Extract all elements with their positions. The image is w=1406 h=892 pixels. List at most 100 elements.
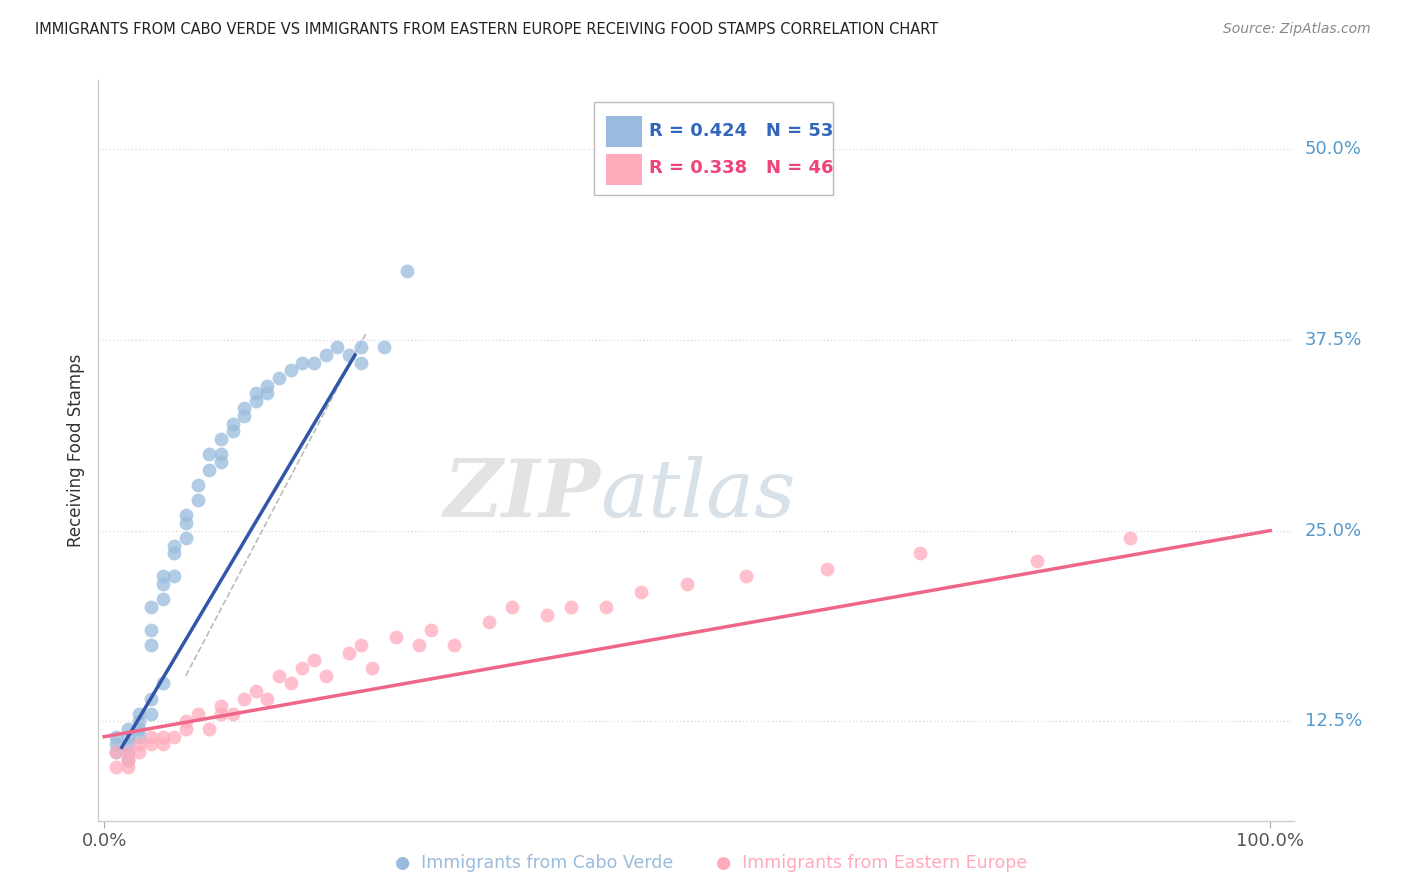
Point	[128, 714, 150, 729]
Point	[233, 401, 256, 416]
Point	[536, 607, 558, 622]
Point	[350, 638, 373, 652]
Text: 25.0%: 25.0%	[1305, 522, 1362, 540]
Point	[198, 722, 221, 736]
Bar	[606, 153, 643, 185]
Point	[326, 340, 349, 354]
Point	[186, 706, 208, 721]
Point	[501, 599, 523, 614]
Point	[128, 737, 150, 751]
Bar	[606, 116, 643, 147]
Point	[350, 340, 373, 354]
Point	[152, 577, 174, 591]
Point	[104, 745, 127, 759]
Point	[1026, 554, 1049, 568]
Point	[139, 638, 162, 652]
Point	[117, 753, 139, 767]
Point	[152, 737, 174, 751]
Point	[117, 730, 139, 744]
Text: Source: ZipAtlas.com: Source: ZipAtlas.com	[1223, 22, 1371, 37]
Point	[630, 584, 652, 599]
Point	[152, 569, 174, 583]
Point	[186, 478, 208, 492]
Point	[233, 691, 256, 706]
Point	[245, 393, 267, 408]
Point	[256, 691, 278, 706]
Point	[280, 676, 302, 690]
Text: 12.5%: 12.5%	[1305, 713, 1362, 731]
Point	[221, 417, 243, 431]
Point	[152, 592, 174, 607]
Point	[910, 547, 932, 561]
Point	[117, 745, 139, 759]
Point	[221, 425, 243, 439]
Point	[139, 706, 162, 721]
Point	[233, 409, 256, 423]
Point	[163, 539, 186, 553]
Point	[384, 631, 406, 645]
Text: ●  Immigrants from Eastern Europe: ● Immigrants from Eastern Europe	[716, 855, 1028, 872]
Text: 37.5%: 37.5%	[1305, 331, 1362, 349]
Point	[174, 722, 197, 736]
Point	[373, 340, 395, 354]
Point	[315, 348, 337, 362]
Point	[209, 706, 232, 721]
Point	[419, 623, 441, 637]
Point	[174, 508, 197, 523]
Point	[152, 730, 174, 744]
Point	[269, 668, 291, 682]
Point	[139, 623, 162, 637]
Point	[174, 714, 197, 729]
Point	[104, 760, 127, 774]
Point	[198, 447, 221, 461]
Text: ZIP: ZIP	[443, 456, 600, 533]
Point	[595, 599, 617, 614]
Point	[209, 447, 232, 461]
Point	[396, 264, 419, 278]
Point	[245, 684, 267, 698]
Point	[443, 638, 465, 652]
Point	[269, 371, 291, 385]
Point	[302, 356, 325, 370]
Point	[209, 455, 232, 469]
Point	[560, 599, 582, 614]
Text: ●  Immigrants from Cabo Verde: ● Immigrants from Cabo Verde	[395, 855, 673, 872]
Point	[245, 386, 267, 401]
Point	[221, 706, 243, 721]
Point	[361, 661, 384, 675]
Point	[676, 577, 699, 591]
Point	[117, 753, 139, 767]
Point	[337, 348, 360, 362]
Point	[117, 745, 139, 759]
Point	[1119, 531, 1142, 545]
Point	[337, 646, 360, 660]
Point	[280, 363, 302, 377]
Text: IMMIGRANTS FROM CABO VERDE VS IMMIGRANTS FROM EASTERN EUROPE RECEIVING FOOD STAM: IMMIGRANTS FROM CABO VERDE VS IMMIGRANTS…	[35, 22, 938, 37]
Point	[104, 745, 127, 759]
Point	[734, 569, 756, 583]
Point	[128, 745, 150, 759]
Point	[174, 516, 197, 530]
Point	[209, 432, 232, 446]
Point	[139, 599, 162, 614]
Point	[163, 569, 186, 583]
FancyBboxPatch shape	[595, 103, 834, 195]
Point	[408, 638, 430, 652]
Text: atlas: atlas	[600, 456, 796, 533]
Point	[117, 722, 139, 736]
Point	[163, 730, 186, 744]
Text: R = 0.424   N = 53: R = 0.424 N = 53	[650, 121, 834, 140]
Point	[128, 722, 150, 736]
Point	[186, 493, 208, 508]
Point	[256, 378, 278, 392]
Point	[139, 730, 162, 744]
Point	[128, 730, 150, 744]
Point	[104, 730, 127, 744]
Point	[302, 653, 325, 667]
Point	[350, 356, 373, 370]
Point	[815, 562, 838, 576]
Text: R = 0.338   N = 46: R = 0.338 N = 46	[650, 159, 834, 177]
Point	[209, 699, 232, 714]
Text: 50.0%: 50.0%	[1305, 140, 1361, 158]
Point	[174, 531, 197, 545]
